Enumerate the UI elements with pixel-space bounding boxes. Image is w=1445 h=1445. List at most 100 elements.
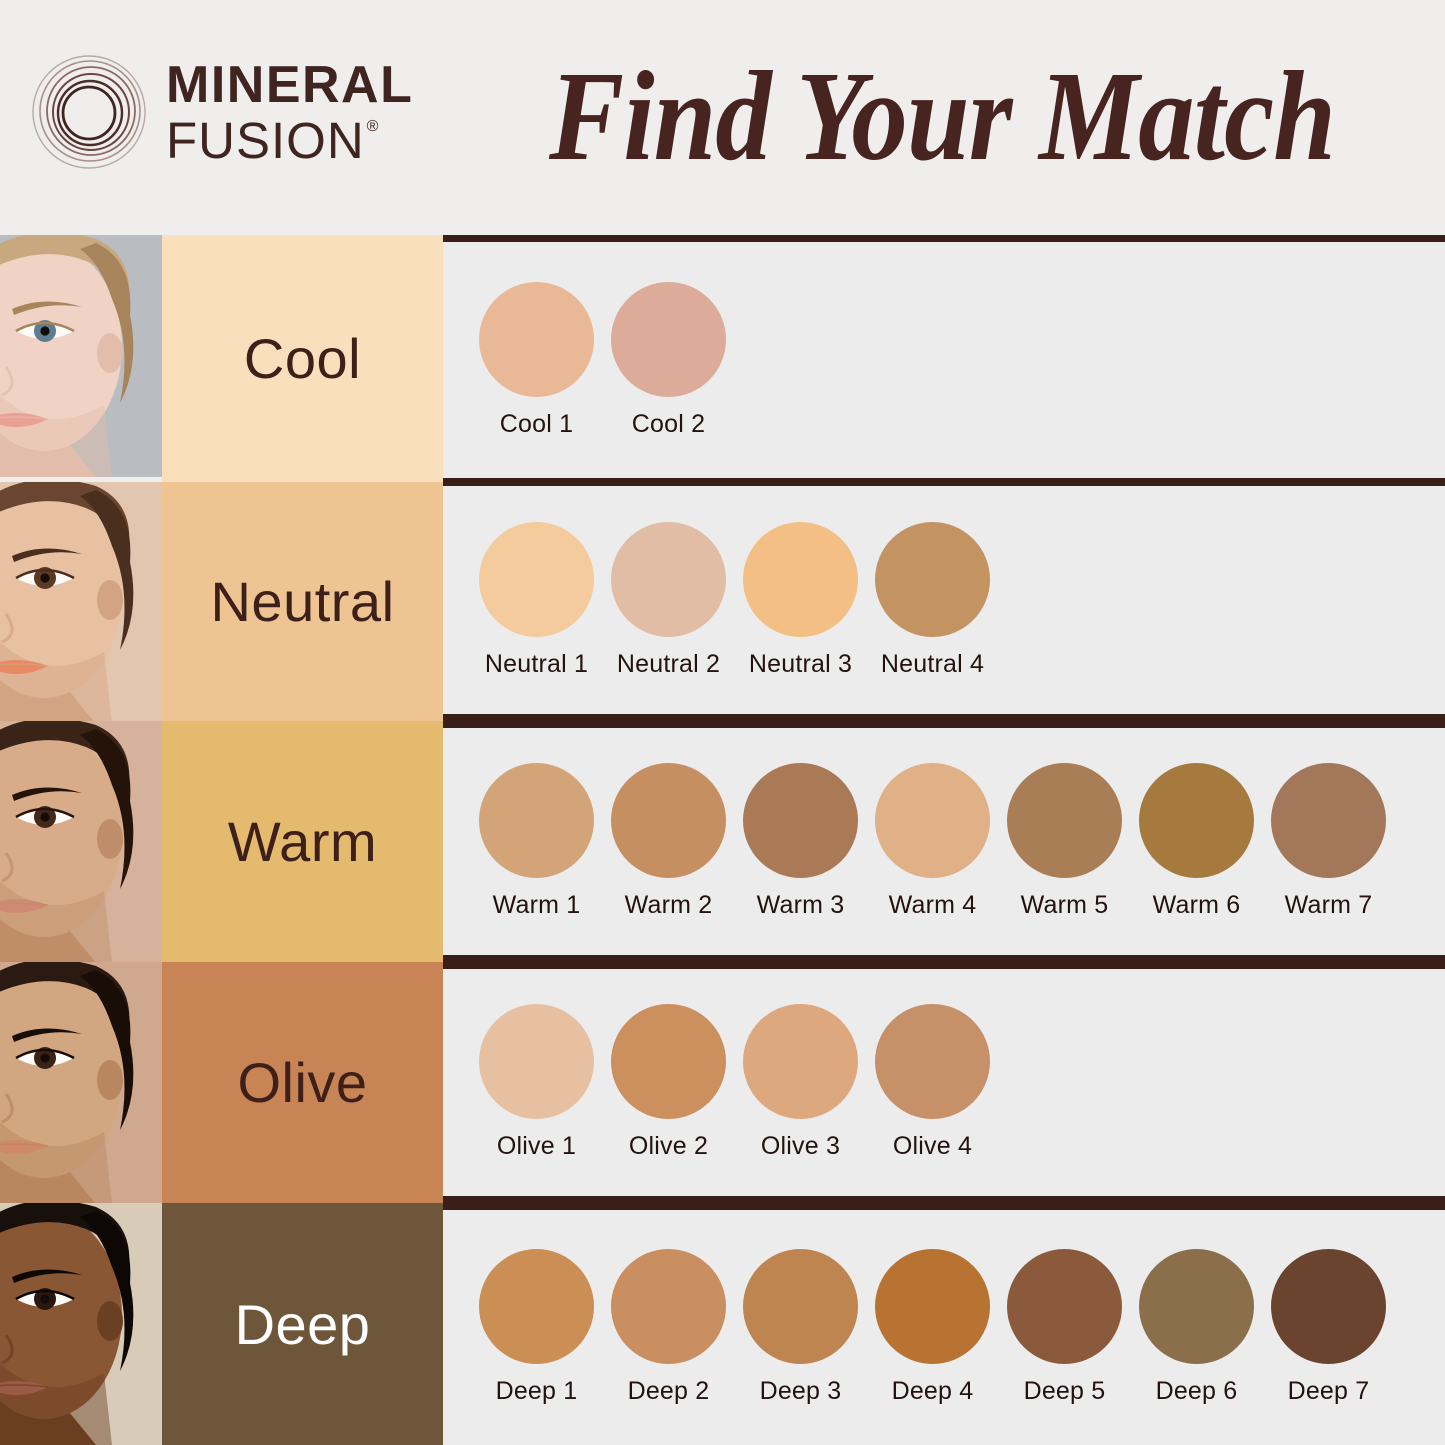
category-band-neutral[interactable]: Neutral [162, 482, 443, 721]
shade-row-deep: Deep Deep 1 Deep 2 Deep 3 Deep 4 Deep 5 … [0, 1203, 1445, 1445]
model-photo-neutral [0, 482, 162, 721]
swatch-color-dot[interactable] [1271, 1249, 1386, 1364]
shade-row-neutral: Neutral Neutral 1 Neutral 2 Neutral 3 Ne… [0, 482, 1445, 721]
swatch-color-dot[interactable] [611, 281, 726, 397]
swatch-color-dot[interactable] [479, 1004, 594, 1119]
swatch-label: Deep 6 [1155, 1377, 1238, 1405]
swatch-panel-warm: Warm 1 Warm 2 Warm 3 Warm 4 Warm 5 Warm … [443, 721, 1445, 962]
swatch-label: Deep 7 [1287, 1377, 1370, 1405]
portrait-deep [0, 1203, 162, 1445]
category-band-cool[interactable]: Cool [162, 235, 443, 482]
swatch-olive-2[interactable]: Olive 2 [611, 1004, 726, 1161]
swatch-cool-1[interactable]: Cool 1 [479, 281, 594, 439]
swatch-color-dot[interactable] [479, 763, 594, 878]
swatch-color-dot[interactable] [743, 1004, 858, 1119]
swatch-deep-4[interactable]: Deep 4 [875, 1249, 990, 1406]
swatch-deep-6[interactable]: Deep 6 [1139, 1249, 1254, 1406]
swatch-label: Warm 3 [756, 891, 845, 919]
swatch-panel-deep: Deep 1 Deep 2 Deep 3 Deep 4 Deep 5 Deep … [443, 1203, 1445, 1445]
portrait-neutral [0, 482, 162, 721]
swatch-deep-3[interactable]: Deep 3 [743, 1249, 858, 1406]
swatch-panel-cool: Cool 1 Cool 2 [443, 235, 1445, 482]
portrait-cool [0, 235, 162, 477]
swatch-color-dot[interactable] [611, 1249, 726, 1364]
swatch-neutral-3[interactable]: Neutral 3 [743, 521, 858, 679]
swatch-label: Deep 5 [1023, 1377, 1106, 1405]
swatch-deep-1[interactable]: Deep 1 [479, 1249, 594, 1406]
swatch-label: Deep 4 [891, 1377, 974, 1405]
swatch-color-dot[interactable] [1271, 763, 1386, 878]
category-label: Olive [237, 1051, 368, 1114]
swatch-color-dot[interactable] [611, 521, 726, 637]
swatch-warm-7[interactable]: Warm 7 [1271, 763, 1386, 920]
swatch-color-dot[interactable] [479, 521, 594, 637]
swatch-color-dot[interactable] [611, 1004, 726, 1119]
swatch-color-dot[interactable] [875, 1004, 990, 1119]
swatch-label: Olive 3 [760, 1132, 841, 1160]
swatch-warm-4[interactable]: Warm 4 [875, 763, 990, 920]
shade-row-warm: Warm Warm 1 Warm 2 Warm 3 Warm 4 Warm 5 … [0, 721, 1445, 962]
swatch-color-dot[interactable] [875, 521, 990, 637]
swatch-warm-5[interactable]: Warm 5 [1007, 763, 1122, 920]
swatch-warm-6[interactable]: Warm 6 [1139, 763, 1254, 920]
swatch-color-dot[interactable] [743, 763, 858, 878]
category-label: Warm [227, 810, 378, 873]
brand-logo[interactable]: MINERAL FUSION ® [30, 52, 430, 172]
swatch-label: Cool 1 [499, 409, 574, 438]
swatch-warm-3[interactable]: Warm 3 [743, 763, 858, 920]
swatch-label: Deep 3 [759, 1377, 842, 1405]
swatch-color-dot[interactable] [1007, 763, 1122, 878]
page-title: Find Your Match [548, 45, 1336, 187]
swatch-color-dot[interactable] [479, 281, 594, 397]
swatch-cool-2[interactable]: Cool 2 [611, 281, 726, 439]
swatch-color-dot[interactable] [1007, 1249, 1122, 1364]
swatch-panel-neutral: Neutral 1 Neutral 2 Neutral 3 Neutral 4 [443, 482, 1445, 721]
model-photo-warm [0, 721, 162, 962]
registered-trademark-icon: ® [366, 117, 379, 135]
swatch-color-dot[interactable] [743, 1249, 858, 1364]
swatch-olive-4[interactable]: Olive 4 [875, 1004, 990, 1161]
swatch-neutral-4[interactable]: Neutral 4 [875, 521, 990, 679]
swatch-label: Deep 2 [627, 1377, 710, 1405]
brand-name-line2: FUSION [166, 111, 365, 169]
swatch-deep-7[interactable]: Deep 7 [1271, 1249, 1386, 1406]
model-photo-deep [0, 1203, 162, 1445]
category-label: Deep [234, 1292, 371, 1356]
swatch-label: Olive 4 [892, 1132, 973, 1160]
category-band-olive[interactable]: Olive [162, 962, 443, 1203]
swatch-color-dot[interactable] [743, 521, 858, 637]
swatch-color-dot[interactable] [875, 763, 990, 878]
header: MINERAL FUSION ® Find Your Match [0, 0, 1445, 235]
swatch-neutral-1[interactable]: Neutral 1 [479, 521, 594, 679]
swatch-neutral-2[interactable]: Neutral 2 [611, 521, 726, 679]
swatch-label: Olive 2 [628, 1132, 709, 1160]
brand-name-line1: MINERAL [166, 55, 414, 114]
swatch-label: Cool 2 [631, 409, 706, 438]
swatch-olive-3[interactable]: Olive 3 [743, 1004, 858, 1161]
swatch-label: Deep 1 [495, 1377, 578, 1405]
swatch-color-dot[interactable] [1139, 1249, 1254, 1364]
swatch-warm-2[interactable]: Warm 2 [611, 763, 726, 920]
swatch-color-dot[interactable] [875, 1249, 990, 1364]
swatch-label: Neutral 4 [880, 649, 985, 678]
swatch-color-dot[interactable] [611, 763, 726, 878]
swatch-deep-2[interactable]: Deep 2 [611, 1249, 726, 1406]
concentric-circles-icon [30, 53, 148, 171]
category-band-deep[interactable]: Deep [162, 1203, 443, 1445]
swatch-label: Warm 6 [1152, 891, 1241, 919]
swatch-panel-olive: Olive 1 Olive 2 Olive 3 Olive 4 [443, 962, 1445, 1203]
category-label: Neutral [210, 570, 395, 633]
swatch-deep-5[interactable]: Deep 5 [1007, 1249, 1122, 1406]
swatch-label: Warm 2 [624, 891, 713, 919]
swatch-olive-1[interactable]: Olive 1 [479, 1004, 594, 1161]
swatch-label: Warm 4 [888, 891, 977, 919]
portrait-warm [0, 721, 162, 962]
swatch-color-dot[interactable] [479, 1249, 594, 1364]
swatch-label: Olive 1 [496, 1132, 577, 1160]
swatch-label: Warm 7 [1284, 891, 1373, 919]
swatch-warm-1[interactable]: Warm 1 [479, 763, 594, 920]
swatch-color-dot[interactable] [1139, 763, 1254, 878]
category-band-warm[interactable]: Warm [162, 721, 443, 962]
swatch-label: Warm 5 [1020, 891, 1109, 919]
